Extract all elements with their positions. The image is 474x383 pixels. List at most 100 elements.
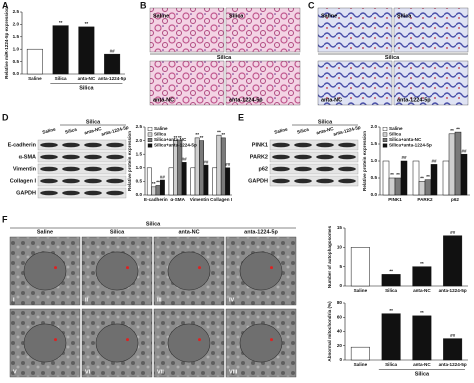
bar	[443, 235, 463, 287]
legend-swatch	[382, 143, 388, 148]
legend-label: Saline	[154, 126, 168, 131]
y-tick-label: 2.5	[136, 124, 143, 129]
cell-nucleus	[167, 251, 211, 291]
blot-band	[62, 190, 80, 196]
significance-mark: **	[59, 20, 63, 25]
cell-nucleus	[95, 323, 139, 363]
significance-mark: **	[217, 129, 221, 134]
bar	[151, 186, 157, 196]
y-tick-label: 20	[337, 343, 343, 348]
panel-letter: E	[238, 112, 244, 122]
x-tick-label: p62	[451, 197, 459, 202]
y-tick-label: 0	[339, 357, 342, 362]
column-label: anta-1224-5p	[244, 229, 278, 235]
blot-band	[106, 190, 124, 196]
blot-band	[294, 178, 312, 184]
micrograph	[393, 60, 469, 106]
legend-label: Silica+anta-1224-5p	[389, 143, 432, 148]
column-label: Saline	[42, 126, 57, 134]
y-tick-label: 2.0	[13, 22, 20, 27]
blot-band	[84, 166, 102, 172]
significance-mark: ##	[450, 230, 456, 235]
blot-band	[316, 166, 334, 172]
image-numeral: VIII	[229, 369, 238, 375]
x-tick-label: Silica	[55, 76, 67, 81]
image-label: Silica	[229, 13, 244, 19]
panel-letter: C	[308, 0, 315, 10]
bar	[220, 137, 226, 196]
micrograph	[317, 60, 393, 106]
y-tick-label: 0.0	[136, 192, 143, 197]
bar	[216, 134, 222, 196]
y-tick-label: 40	[337, 329, 343, 334]
bar	[430, 164, 438, 196]
arrow-marker	[198, 338, 201, 342]
y-tick-label: 1.5	[13, 34, 20, 39]
bar	[212, 167, 218, 196]
y-tick-label: 0.5	[136, 179, 143, 184]
blot-band	[40, 190, 58, 196]
arrow-marker	[126, 266, 129, 270]
image-numeral: III	[157, 297, 162, 303]
image-label: anta-1224-5p	[397, 97, 431, 103]
legend-label: Silica+anta-NC	[154, 137, 187, 142]
arrow-marker	[126, 338, 129, 342]
y-tick-label: 0.5	[13, 59, 20, 64]
micrograph	[393, 7, 469, 53]
y-tick-label: 2.5	[13, 9, 20, 14]
blot-band	[316, 154, 334, 160]
y-tick-label: 2.0	[371, 124, 378, 129]
arrow-marker	[198, 266, 201, 270]
cell-nucleus	[23, 323, 67, 363]
blot-band	[62, 154, 80, 160]
bar	[454, 131, 462, 196]
bar	[173, 140, 178, 196]
x-tick-label: Silica	[385, 362, 397, 367]
significance-mark: ##	[450, 333, 456, 338]
legend-label: Silica	[154, 132, 166, 137]
bar	[155, 185, 161, 196]
blot-band	[272, 154, 290, 160]
blot-strip	[269, 151, 359, 163]
bar	[168, 167, 174, 196]
image-numeral: I	[13, 297, 15, 303]
column-label: anta-NC	[178, 229, 199, 235]
significance-mark: ##	[203, 159, 209, 164]
legend-swatch	[382, 126, 388, 131]
image-numeral: V	[13, 369, 17, 375]
significance-mark: **	[420, 261, 424, 266]
blot-band	[316, 142, 334, 148]
bar	[418, 181, 426, 196]
x-tick-label: α-SMA	[170, 197, 185, 202]
significance-mark: **	[426, 174, 430, 179]
blot-strip	[37, 151, 127, 163]
bar	[350, 346, 370, 361]
blot-band	[294, 166, 312, 172]
x-tick-label: anta-NC	[78, 76, 96, 81]
blot-band	[106, 154, 124, 160]
image-label: anta-NC	[153, 97, 174, 103]
row-label: p62	[259, 166, 268, 172]
blot-band	[40, 166, 58, 172]
blot-strip	[37, 163, 127, 175]
bar	[199, 140, 204, 196]
y-tick-label: 1.0	[371, 158, 378, 163]
significance-mark: **	[396, 172, 400, 177]
image-label: anta-NC	[321, 97, 342, 103]
significance-mark: ##	[225, 162, 231, 167]
y-tick-label: 5	[339, 264, 342, 269]
x-tick-label: anta-1224-5p	[439, 362, 467, 367]
cell-nucleus	[239, 251, 283, 291]
image-label: Saline	[153, 13, 169, 19]
x-tick-label: anta-1224-5p	[98, 76, 126, 81]
blot-strip	[269, 163, 359, 175]
significance-mark: ##	[110, 48, 116, 53]
cell-nucleus	[167, 323, 211, 363]
bar	[412, 160, 420, 196]
blot-band	[84, 178, 102, 184]
row-label: Vimentin	[13, 166, 37, 172]
blot-band	[40, 142, 58, 148]
blot-band	[338, 178, 356, 184]
blot-strip	[37, 175, 127, 187]
legend-swatch	[147, 137, 153, 142]
